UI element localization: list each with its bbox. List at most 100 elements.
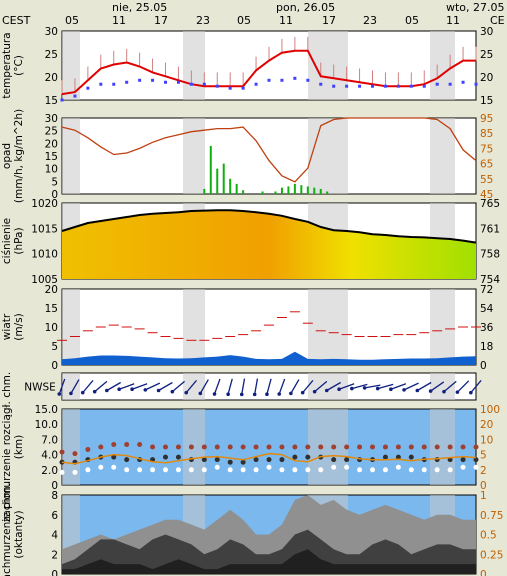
cloud-high-point: [85, 447, 91, 453]
y-tick-label: 0: [51, 189, 58, 201]
hour-label: 11: [112, 14, 126, 27]
y2-tick-label: 758: [480, 249, 500, 261]
wind-arrow-head: [469, 390, 473, 395]
cloud-low-point: [175, 467, 181, 473]
night-band: [62, 31, 80, 100]
y-tick-label: 2: [51, 549, 58, 561]
y2-tick-label: 5: [480, 450, 487, 462]
wind-arrow-head: [92, 389, 97, 394]
cloud-low-point: [137, 467, 143, 473]
cloud-low-point: [227, 467, 233, 473]
cloud-low-point: [240, 467, 246, 473]
y2-tick-label: 2: [480, 465, 487, 477]
cloud-high-point: [421, 444, 427, 450]
cloud-high-point: [214, 444, 220, 450]
y2-tick-label: 754: [480, 274, 500, 286]
precip-bar: [306, 186, 309, 194]
hour-label: 17: [322, 14, 336, 27]
wind-arrow-head: [337, 387, 341, 392]
wind-arrow-head: [143, 388, 148, 392]
cloud-cover-mid: [62, 529, 476, 574]
temp-line: [61, 49, 476, 96]
cloud-high-point: [447, 444, 453, 450]
cloud-low-point: [447, 467, 453, 473]
y-tick-label: 4: [51, 530, 58, 542]
hour-label: 11: [279, 14, 293, 27]
y-tick-label: 0: [51, 569, 58, 576]
y2-tick-label: 761: [480, 223, 500, 235]
night-band: [308, 409, 348, 485]
cloud-high-point: [124, 441, 130, 447]
dewpoint-point: [345, 84, 349, 88]
y2-tick-label: 20: [480, 72, 493, 84]
panel-5: NWSE: [24, 372, 482, 401]
y-tick-label: 20: [45, 284, 58, 296]
wind-arrow: [118, 383, 135, 390]
wind-arrow: [199, 379, 209, 394]
wind-arrow-head: [117, 387, 121, 392]
dewpoint-point: [461, 80, 465, 84]
night-band: [183, 118, 205, 194]
dewpoint-point: [138, 78, 142, 82]
wind-arrow: [456, 380, 470, 393]
wind-arrow-head: [389, 387, 393, 392]
y-tick-label: 25: [45, 126, 58, 138]
night-band: [430, 289, 455, 365]
cloud-mid-point: [227, 459, 233, 465]
cloud-mid-point: [395, 454, 401, 460]
precip-bar: [209, 145, 212, 194]
precip-bar: [216, 168, 219, 194]
compass-label: NWSE: [24, 382, 56, 394]
panel-3: ciśnienie (hPa) 1020 1015 1010 1005 765 761 758 7…: [1, 198, 500, 286]
y-axis-label: zachmurzenie pion.: [1, 483, 13, 576]
precip-bar: [287, 186, 290, 194]
precip-bar: [274, 191, 277, 194]
y-tick-label: 0: [51, 360, 58, 372]
hour-label: 17: [154, 14, 168, 27]
wind-arrow: [185, 379, 198, 394]
cloud-low-point: [98, 464, 104, 470]
cloud-mid-point: [473, 457, 479, 463]
wind-arrow-head: [69, 391, 73, 396]
y-axis-unit: (km): [13, 435, 25, 460]
night-band: [183, 289, 205, 365]
panel-frame: [61, 30, 477, 101]
cloud-low-point: [331, 464, 337, 470]
visibility-line: [61, 452, 477, 465]
cloud-mid-point: [266, 457, 272, 463]
night-band: [62, 409, 80, 485]
panel-7: zachmurzenie pion. (oktanty)8642010.750.5…: [1, 483, 503, 576]
wind-arrow: [266, 378, 272, 395]
y2-tick-label: 30: [480, 26, 493, 38]
y-tick-label: 4.0: [41, 450, 58, 462]
cloud-mid-point: [382, 454, 388, 460]
wind-arrow-head: [300, 390, 305, 395]
dewpoint-point: [241, 86, 245, 90]
dewpoint-point: [371, 84, 374, 88]
cloud-high-point: [279, 444, 285, 450]
cloud-high-point: [240, 444, 246, 450]
cloud-low-point: [59, 469, 65, 475]
cloud-high-point: [395, 444, 401, 450]
wind-arrow-head: [350, 386, 354, 391]
wind-arrow-head: [324, 388, 329, 393]
cloud-mid-point: [124, 457, 130, 463]
dewpoint-point: [383, 84, 387, 88]
cloud-high-point: [163, 444, 168, 450]
cloud-low-point: [163, 467, 168, 473]
panel-4: wiatr (m/s) 20 15 10 5 0 72 54 36 18 0: [1, 284, 494, 372]
wind-arrow: [351, 383, 368, 390]
humidity-line: [61, 117, 477, 183]
y-axis-label: ciśnienie: [1, 218, 13, 264]
cloud-high-point: [292, 444, 298, 450]
y-tick-label: 30: [45, 113, 58, 125]
precip-bar: [235, 183, 238, 194]
y2-tick-label: 65: [480, 159, 493, 171]
cloud-mid-point: [408, 454, 414, 460]
cloud-high-point: [318, 444, 324, 450]
cloud-mid-point: [214, 457, 220, 463]
dewpoint-point: [448, 82, 452, 86]
night-band: [183, 31, 205, 100]
